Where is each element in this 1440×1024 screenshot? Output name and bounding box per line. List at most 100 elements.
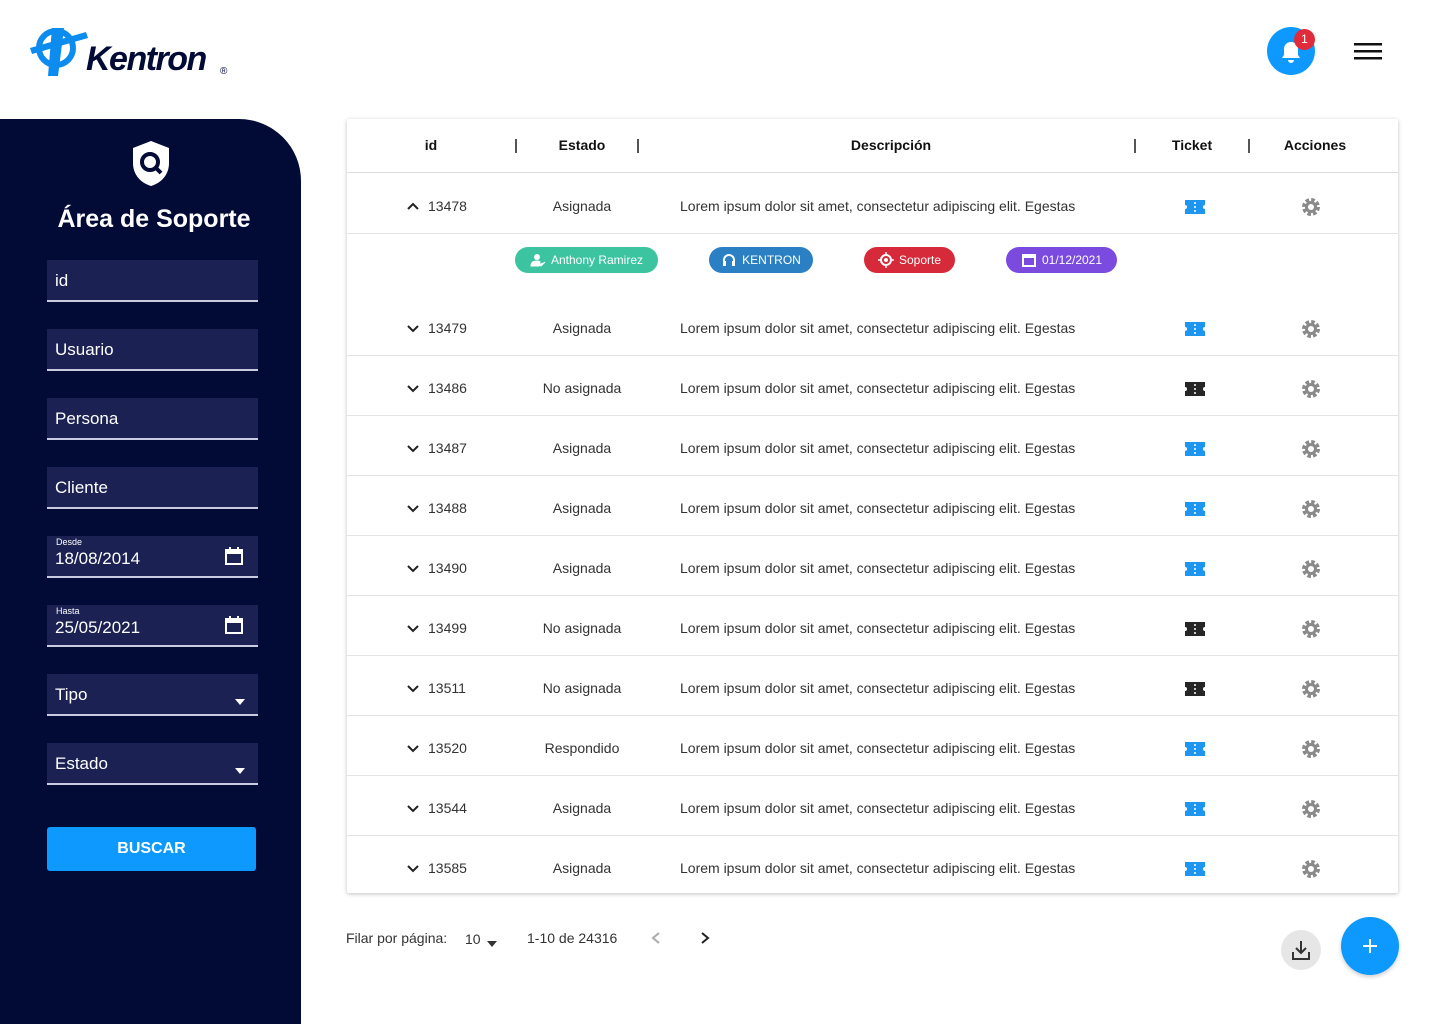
filter-text[interactable]: Cliente [47,467,258,509]
filter-text[interactable]: id [47,260,258,302]
menu-button[interactable] [1352,40,1384,62]
ticket-icon-svg [1185,200,1205,214]
settings-icon[interactable] [1300,318,1322,345]
settings-icon[interactable] [1300,798,1322,825]
row-divider [347,415,1398,416]
column-separator [1134,139,1136,153]
settings-icon[interactable] [1300,858,1322,885]
expand-toggle[interactable] [406,382,420,401]
expand-toggle[interactable] [406,562,420,581]
settings-icon[interactable] [1300,558,1322,585]
download-button[interactable] [1281,930,1321,970]
row-status: No asignada [542,380,622,396]
ticket-icon-svg [1185,382,1205,396]
row-status: No asignada [542,680,622,696]
ticket-icon[interactable] [1184,560,1206,583]
row-id: 13490 [428,560,467,576]
dropdown-arrow [234,691,246,711]
settings-icon[interactable] [1300,618,1322,645]
ticket-icon-svg [1185,562,1205,576]
chip-text: KENTRON [742,253,801,267]
ticket-icon-svg [1185,622,1205,636]
ticket-icon[interactable] [1184,500,1206,523]
settings-icon[interactable] [1300,678,1322,705]
field-placeholder: Usuario [55,340,114,359]
next-page[interactable] [699,931,711,950]
row-status: Asignada [552,860,612,876]
ticket-icon[interactable] [1184,320,1206,343]
sidebar-title: Área de Soporte [57,205,251,233]
ticket-icon[interactable] [1184,380,1206,403]
settings-icon-svg [1302,740,1320,758]
row-id: 13511 [428,680,466,696]
filter-select[interactable]: Tipo [47,674,258,716]
expand-toggle[interactable] [406,742,420,761]
calendar-icon-svg [225,547,243,565]
ticket-icon[interactable] [1184,440,1206,463]
column-separator [1248,139,1250,153]
ticket-icon[interactable] [1184,860,1206,883]
row-description: Lorem ipsum dolor sit amet, consectetur … [680,620,1076,636]
settings-icon[interactable] [1300,378,1322,405]
expand-toggle[interactable] [406,502,420,521]
settings-icon-svg [1302,440,1320,458]
notification-button[interactable] [1267,27,1315,75]
row-description: Lorem ipsum dolor sit amet, consectetur … [680,560,1076,576]
expand-toggle[interactable] [406,622,420,641]
header-divider [347,172,1398,173]
expand-toggle[interactable] [406,862,420,881]
dropdown-arrow [234,760,246,780]
ticket-icon-svg [1185,862,1205,876]
ticket-icon[interactable] [1184,198,1206,221]
row-description: Lorem ipsum dolor sit amet, consectetur … [680,440,1076,456]
expand-toggle[interactable] [406,682,420,701]
row-divider [347,655,1398,656]
ticket-icon[interactable] [1184,680,1206,703]
settings-icon[interactable] [1300,498,1322,525]
pagination-range: 1-10 de 24316 [527,930,618,946]
settings-icon[interactable] [1300,738,1322,765]
settings-icon[interactable] [1300,438,1322,465]
support-icon [133,141,169,186]
settings-icon-svg [1302,620,1320,638]
expand-toggle-svg [407,685,419,693]
download-icon [1292,941,1310,960]
chip-icon [721,252,737,268]
expand-toggle-svg [407,745,419,753]
filter-select[interactable]: Estado [47,743,258,785]
info-chip: KENTRON [709,247,813,273]
logo-registered: ® [220,66,228,77]
settings-icon[interactable] [1300,196,1322,223]
expand-toggle-svg [407,325,419,333]
filter-date[interactable]: Desde 18/08/2014 [47,536,258,578]
expand-toggle[interactable] [406,200,420,219]
ticket-icon-svg [1185,802,1205,816]
dropdown-arrow-svg [235,699,245,705]
ticket-icon[interactable] [1184,620,1206,643]
column-separator [637,139,639,153]
filter-text[interactable]: Usuario [47,329,258,371]
settings-icon-svg [1302,680,1320,698]
chip-icon-svg [877,252,894,268]
search-button[interactable]: BUSCAR [47,827,256,871]
expand-toggle[interactable] [406,442,420,461]
chip-icon-svg [530,254,546,267]
filter-date[interactable]: Hasta 25/05/2021 [47,605,258,647]
column-header: Descripción [850,137,932,153]
ticket-icon[interactable] [1184,740,1206,763]
row-description: Lorem ipsum dolor sit amet, consectetur … [680,380,1076,396]
expand-toggle[interactable] [406,322,420,341]
prev-page[interactable] [650,931,662,950]
expand-toggle[interactable] [406,802,420,821]
expand-toggle-svg [407,625,419,633]
filter-text[interactable]: Persona [47,398,258,440]
ticket-icon-svg [1185,742,1205,756]
expand-toggle-svg [407,505,419,513]
expand-toggle-svg [407,445,419,453]
expand-toggle-svg [407,385,419,393]
add-button[interactable] [1341,917,1399,975]
per-page-select[interactable]: 10 [465,931,481,947]
row-id: 13585 [428,860,467,876]
ticket-icon[interactable] [1184,800,1206,823]
